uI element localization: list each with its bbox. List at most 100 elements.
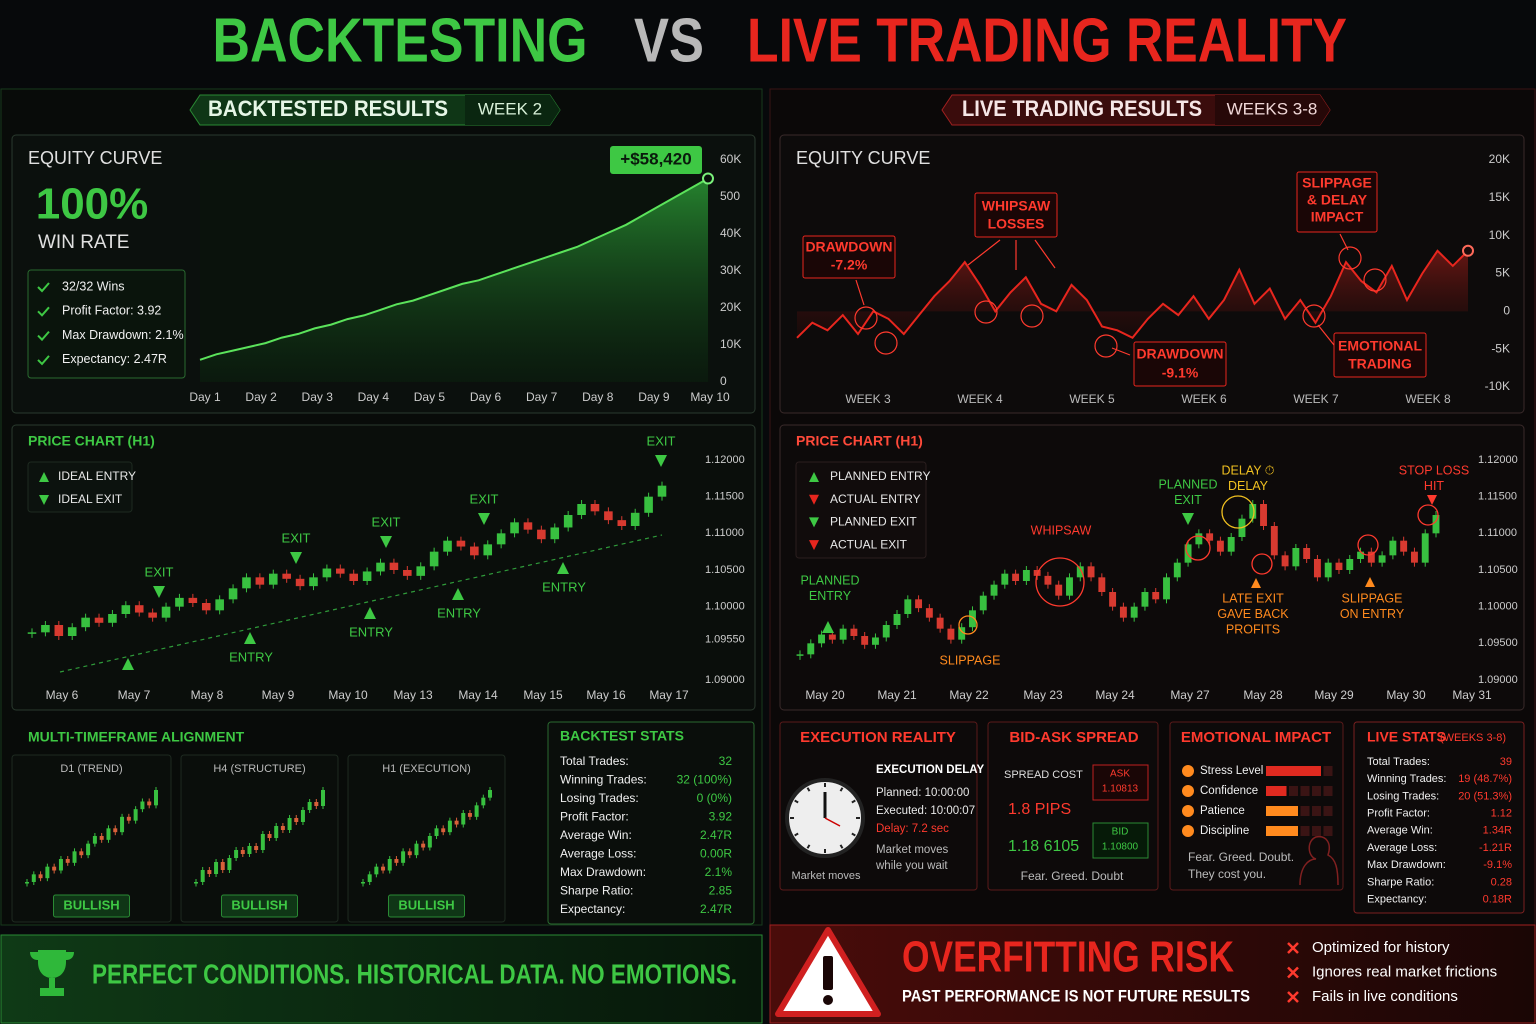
candle	[467, 813, 472, 817]
candle	[1076, 566, 1084, 578]
candle	[861, 636, 869, 645]
candle	[188, 597, 198, 603]
bar-cell-empty	[1323, 826, 1333, 836]
spread-caption: Fear. Greed. Doubt	[1021, 869, 1124, 883]
risk-title: OVERFITTING RISK	[902, 933, 1234, 982]
x-tick-label: May 27	[1170, 688, 1210, 702]
down-arrow	[809, 540, 819, 551]
candle	[796, 654, 804, 656]
emotion-label: Discipline	[1200, 825, 1249, 837]
candle	[1260, 504, 1267, 526]
x-tick-label: May 20	[805, 688, 845, 702]
annotation: DRAWDOWN	[1136, 346, 1223, 362]
clock-tick	[851, 799, 856, 804]
mini-chart-box	[347, 754, 506, 923]
candle	[1378, 555, 1386, 563]
status-label: BULLISH	[63, 897, 119, 912]
stat-label: Sharpe Ratio:	[560, 884, 633, 898]
annotation-box	[802, 235, 896, 279]
candle	[461, 813, 466, 825]
candle	[1022, 570, 1030, 581]
exec-caption: Market moves	[791, 870, 861, 882]
candle	[1152, 592, 1160, 600]
entry-label: ENTRY	[437, 605, 481, 620]
candle	[86, 843, 91, 856]
check-mark	[37, 306, 50, 317]
candle	[1055, 584, 1063, 596]
x-tick-label: May 21	[877, 688, 917, 702]
candle	[1410, 551, 1418, 563]
candle	[969, 610, 976, 628]
candle	[27, 632, 37, 634]
candle	[915, 599, 923, 609]
candle	[1163, 577, 1170, 600]
checks-box	[27, 269, 186, 379]
y-tick-label: 0	[1503, 304, 1510, 318]
candle	[314, 802, 319, 806]
up-arrow	[809, 472, 819, 482]
candle	[447, 820, 452, 833]
candle	[307, 802, 312, 810]
entry-label: ENTRY	[542, 579, 586, 594]
y-tick-label: 1.12000	[705, 454, 745, 466]
candle	[488, 790, 492, 798]
candle	[537, 529, 546, 540]
stat-label: Sharpe Ratio:	[1367, 876, 1434, 888]
risk-subtitle: PAST PERFORMANCE IS NOT FUTURE RESULTS	[902, 986, 1250, 1005]
clock-tick	[839, 844, 844, 849]
y-tick-label: 0	[720, 374, 727, 388]
stat-label: Losing Trades:	[560, 791, 639, 805]
candle	[657, 485, 667, 497]
x-tick-label: May 8	[191, 688, 224, 702]
candle	[140, 801, 145, 810]
emotion-icon	[1182, 765, 1194, 777]
candle	[362, 571, 372, 581]
annotation: & DELAY	[1307, 192, 1368, 208]
up-arrow	[122, 658, 134, 670]
candle	[510, 522, 519, 534]
up-arrow	[557, 562, 569, 574]
annotation-pointer	[1317, 324, 1335, 346]
y-tick-label: 1.10000	[705, 601, 745, 613]
exec-note: Market moves	[876, 844, 948, 856]
candle	[227, 858, 232, 870]
candle	[1216, 540, 1224, 552]
x-tick-label: Day 7	[526, 390, 558, 404]
highlight-ring	[1094, 334, 1118, 358]
candle	[1270, 526, 1278, 556]
candle	[456, 540, 466, 547]
candle	[936, 617, 944, 629]
footer-left	[0, 934, 763, 1024]
bar-cell-empty	[1300, 826, 1310, 836]
candle	[523, 522, 533, 530]
y-tick-label: -5K	[1491, 341, 1510, 355]
annotation: DRAWDOWN	[805, 239, 892, 255]
highlight-ring	[1363, 268, 1387, 292]
candle	[207, 870, 212, 874]
y-tick-label: 1.12000	[1478, 454, 1518, 466]
check-item: 32/32 Wins	[62, 279, 125, 293]
price-annotation: PLANNED	[800, 573, 859, 587]
emotion-icon	[1182, 785, 1194, 797]
x-tick-label: May 22	[949, 688, 989, 702]
bid-price: 1.10800	[1102, 842, 1139, 853]
candle	[367, 874, 372, 882]
up-arrow	[39, 472, 49, 482]
candle	[990, 584, 998, 596]
emotion-box	[1169, 721, 1344, 891]
stats-box	[1353, 721, 1525, 914]
x-tick-label: May 16	[586, 688, 626, 702]
candle	[403, 570, 412, 576]
price-annotation: DELAY	[1228, 479, 1269, 493]
price-title: PRICE CHART (H1)	[796, 433, 923, 449]
stat-value: 0.18R	[1483, 894, 1512, 906]
stat-label: Profit Factor:	[1367, 808, 1430, 820]
candle	[427, 836, 432, 848]
x-tick-label: May 9	[262, 688, 295, 702]
candle	[260, 834, 265, 850]
stats-period: (WEEKS 3-8)	[1440, 732, 1506, 744]
candle	[300, 810, 305, 822]
head-silhouette	[1299, 835, 1339, 886]
down-arrow	[655, 455, 667, 467]
